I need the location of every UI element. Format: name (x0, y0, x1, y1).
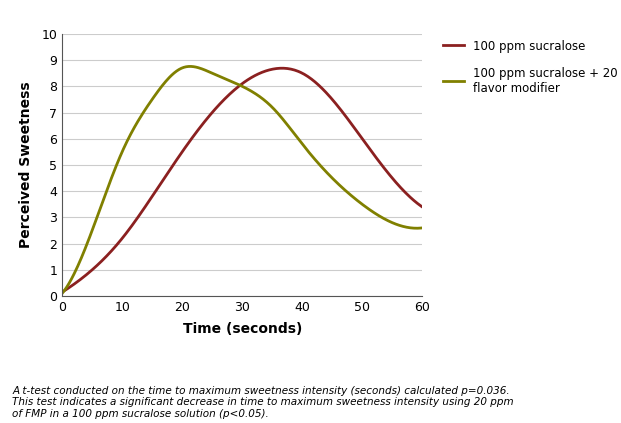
Y-axis label: Perceived Sweetness: Perceived Sweetness (19, 82, 33, 248)
Text: A t-test conducted on the time to maximum sweetness intensity (seconds) calculat: A t-test conducted on the time to maximu… (12, 386, 514, 419)
Legend: 100 ppm sucralose, 100 ppm sucralose + 20 ppm
flavor modifier: 100 ppm sucralose, 100 ppm sucralose + 2… (443, 40, 621, 95)
X-axis label: Time (seconds): Time (seconds) (183, 322, 302, 336)
